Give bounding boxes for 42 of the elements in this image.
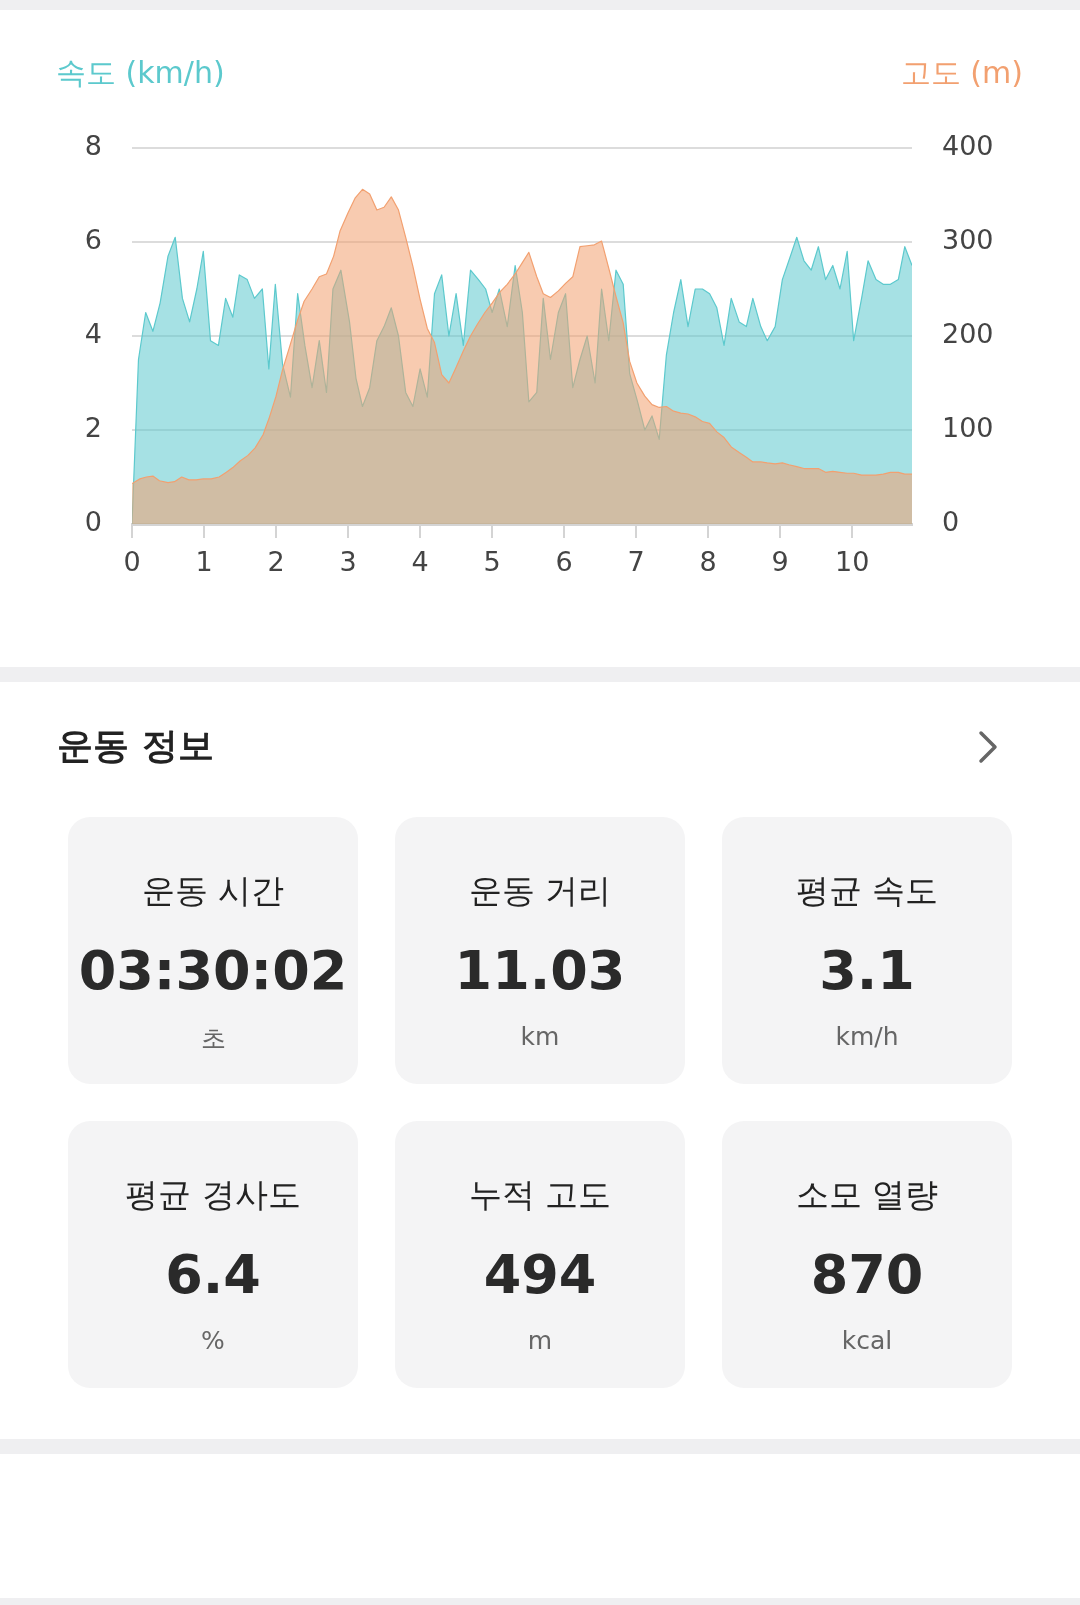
text: 누적 고도 bbox=[467, 1174, 613, 1216]
y2-tick-label: 100 bbox=[942, 412, 994, 444]
text: km/h bbox=[834, 1022, 900, 1051]
x-tick-label: 6 bbox=[555, 546, 573, 578]
text: 운동 거리 bbox=[467, 870, 613, 912]
text: 6.4 bbox=[164, 1243, 262, 1306]
y-tick-label: 6 bbox=[84, 224, 102, 256]
x-tick-label: 9 bbox=[771, 546, 789, 578]
text: 운동 시간 bbox=[140, 870, 286, 912]
text: 평균 경사도 bbox=[124, 1174, 302, 1216]
y2-tick-label: 400 bbox=[942, 130, 994, 162]
text: km bbox=[519, 1022, 561, 1051]
text: 운동 정보 bbox=[57, 724, 214, 768]
y2-tick-label: 300 bbox=[942, 224, 994, 256]
text: 494 bbox=[482, 1243, 598, 1306]
text: 03:30:02 bbox=[77, 939, 349, 1002]
y-tick-label: 0 bbox=[84, 506, 102, 538]
x-tick-label: 3 bbox=[339, 546, 357, 578]
text: 초 bbox=[199, 1023, 227, 1055]
y2-axis-title: 고도 (m) bbox=[900, 54, 1023, 90]
x-tick-label: 8 bbox=[699, 546, 717, 578]
y-tick-label: 8 bbox=[84, 130, 102, 162]
text: 11.03 bbox=[453, 939, 627, 1002]
y-axis-title: 속도 (km/h) bbox=[56, 54, 225, 90]
x-tick-label: 4 bbox=[411, 546, 429, 578]
x-tick-label: 7 bbox=[627, 546, 645, 578]
text: 3.1 bbox=[818, 939, 916, 1002]
x-tick-label: 10 bbox=[835, 546, 870, 578]
y2-tick-label: 0 bbox=[942, 506, 960, 538]
text: 소모 열량 bbox=[794, 1174, 940, 1216]
x-tick-label: 5 bbox=[483, 546, 501, 578]
x-tick-label: 0 bbox=[123, 546, 141, 578]
text: 평균 속도 bbox=[794, 870, 940, 912]
text: m bbox=[526, 1326, 554, 1355]
y-tick-label: 4 bbox=[84, 318, 102, 350]
y-tick-label: 2 bbox=[84, 412, 102, 444]
text: % bbox=[200, 1326, 226, 1355]
text: 870 bbox=[809, 1243, 925, 1306]
x-tick-label: 2 bbox=[267, 546, 285, 578]
x-tick-label: 1 bbox=[195, 546, 213, 578]
y2-tick-label: 200 bbox=[942, 318, 994, 350]
text: kcal bbox=[840, 1326, 894, 1355]
